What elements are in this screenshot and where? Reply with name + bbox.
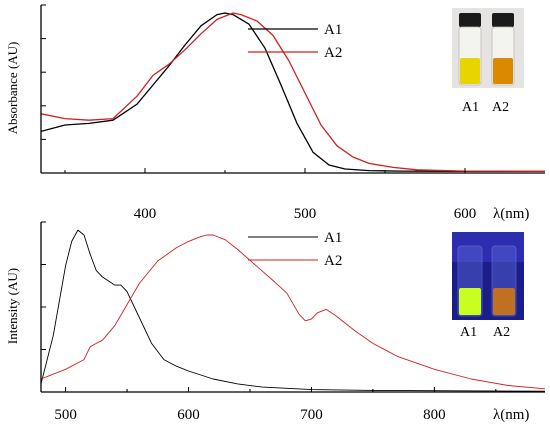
vial-a1-solution <box>460 58 480 84</box>
x-tick-label: 600 <box>177 407 200 423</box>
absorbance-y-label: Absorbance (AU) <box>5 42 20 135</box>
absorbance-plot-clip-group <box>41 12 545 173</box>
absorbance-legend: A1 A2 <box>248 22 342 61</box>
absorbance-panel: 400 500 600 Absorbance (AU) λ(nm) A1 A2 A1… <box>5 4 545 222</box>
emission-panel: 500 600 700 800 Intensity (AU) λ(nm) A1 A2 … <box>5 221 545 423</box>
series-line-a2 <box>41 12 545 173</box>
emission-x-label: λ(nm) <box>493 407 529 423</box>
absorbance-series-group <box>41 12 545 173</box>
x-tick-label: 600 <box>454 206 477 222</box>
absorbance-y-ticks <box>41 4 46 174</box>
emission-series-group <box>41 229 545 392</box>
vial-a2-cap <box>492 13 514 27</box>
emission-legend: A1 A2 <box>248 230 342 269</box>
absorbance-x-label: λ(nm) <box>493 206 529 222</box>
vial-a1-solution <box>459 288 481 315</box>
absorbance-x-ticks: 400 500 600 <box>64 168 477 222</box>
uv-glow <box>452 232 524 262</box>
series-line-a1 <box>41 229 545 392</box>
x-tick-label: 500 <box>294 206 317 222</box>
x-tick-label: 500 <box>54 407 77 423</box>
x-tick-label: 800 <box>423 407 446 423</box>
series-line-a1 <box>41 12 545 173</box>
emission-y-label: Intensity (AU) <box>5 268 20 344</box>
photo-label-a2: A2 <box>492 100 509 115</box>
legend-label-a2: A2 <box>324 253 342 269</box>
emission-y-ticks <box>41 221 46 393</box>
photo-label-a1: A1 <box>462 100 479 115</box>
series-line-a2 <box>41 234 545 390</box>
absorbance-vials-photo: A1 A2 <box>452 8 524 115</box>
vial-a2-solution <box>493 58 513 84</box>
vial-a2-solution <box>493 288 515 315</box>
legend-label-a1: A1 <box>324 22 342 38</box>
x-tick-label: 700 <box>300 407 323 423</box>
photo-label-a1: A1 <box>460 325 477 340</box>
x-tick-label: 400 <box>134 206 157 222</box>
photo-label-a2: A2 <box>493 325 510 340</box>
legend-label-a1: A1 <box>324 230 342 246</box>
emission-vials-photo: A1 A2 <box>452 232 524 340</box>
emission-x-ticks: 500 600 700 800 <box>54 387 497 423</box>
legend-label-a2: A2 <box>324 45 342 61</box>
vial-a1-cap <box>459 13 481 27</box>
